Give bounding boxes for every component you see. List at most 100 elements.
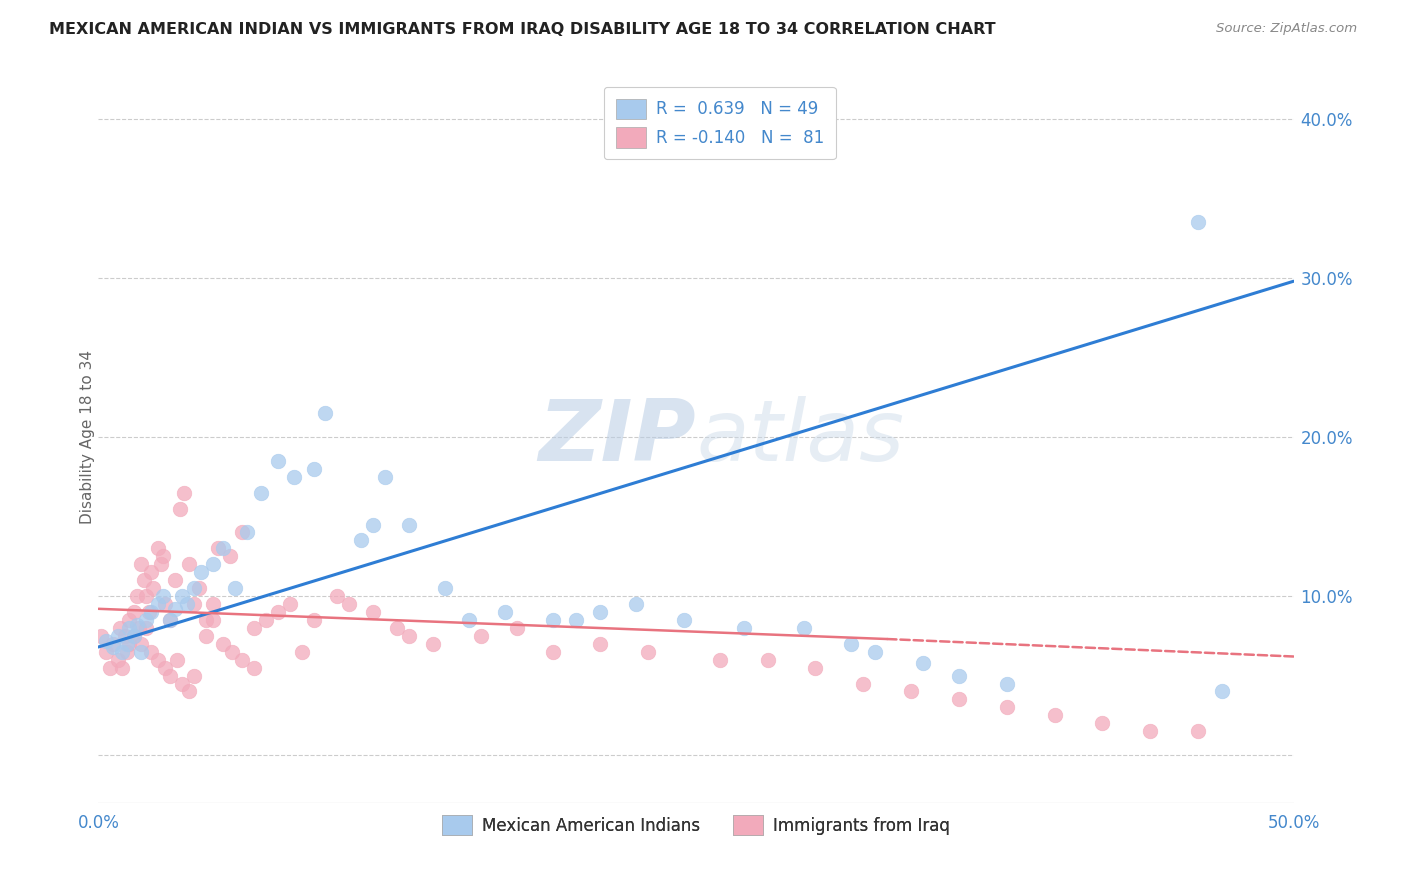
Point: [101, 640, 124, 654]
Point: [111, 660, 134, 674]
Point: [142, 581, 165, 595]
Point: [135, 621, 157, 635]
Legend: Mexican American Indians, Immigrants from Iraq: Mexican American Indians, Immigrants fro…: [434, 808, 957, 842]
Point: [135, 613, 157, 627]
Point: [283, 470, 305, 484]
Point: [211, 541, 233, 556]
Point: [124, 629, 146, 643]
Point: [1187, 215, 1209, 229]
Point: [211, 637, 233, 651]
Point: [139, 566, 162, 580]
Point: [948, 668, 970, 682]
Point: [163, 573, 186, 587]
Point: [804, 660, 827, 674]
Point: [1187, 724, 1209, 739]
Point: [709, 653, 731, 667]
Point: [326, 589, 349, 603]
Point: [494, 605, 516, 619]
Point: [139, 645, 162, 659]
Point: [626, 597, 648, 611]
Point: [458, 613, 481, 627]
Point: [911, 656, 934, 670]
Point: [135, 589, 157, 603]
Point: [159, 613, 181, 627]
Point: [865, 645, 887, 659]
Point: [350, 533, 373, 548]
Point: [637, 645, 659, 659]
Point: [900, 684, 922, 698]
Point: [202, 613, 225, 627]
Point: [673, 613, 696, 627]
Point: [111, 645, 134, 659]
Point: [187, 581, 209, 595]
Point: [243, 621, 266, 635]
Point: [125, 589, 148, 603]
Point: [1091, 716, 1114, 731]
Point: [108, 621, 131, 635]
Point: [115, 645, 138, 659]
Point: [94, 645, 117, 659]
Point: [114, 629, 136, 643]
Point: [363, 605, 385, 619]
Point: [183, 597, 205, 611]
Point: [267, 454, 290, 468]
Point: [195, 613, 218, 627]
Point: [90, 629, 112, 643]
Point: [589, 637, 612, 651]
Point: [202, 558, 225, 572]
Point: [195, 629, 218, 643]
Point: [148, 597, 170, 611]
Point: [202, 597, 225, 611]
Point: [221, 645, 243, 659]
Point: [339, 597, 361, 611]
Point: [565, 613, 588, 627]
Point: [190, 566, 212, 580]
Point: [541, 613, 564, 627]
Point: [131, 645, 153, 659]
Point: [793, 621, 815, 635]
Point: [118, 621, 141, 635]
Point: [148, 541, 170, 556]
Text: ZIP: ZIP: [538, 395, 696, 479]
Y-axis label: Disability Age 18 to 34: Disability Age 18 to 34: [80, 350, 94, 524]
Point: [315, 406, 337, 420]
Point: [841, 637, 863, 651]
Point: [224, 581, 246, 595]
Point: [852, 676, 875, 690]
Text: Source: ZipAtlas.com: Source: ZipAtlas.com: [1216, 22, 1357, 36]
Point: [422, 637, 444, 651]
Point: [231, 525, 253, 540]
Point: [219, 549, 242, 564]
Point: [155, 660, 177, 674]
Point: [115, 637, 138, 651]
Point: [235, 525, 257, 540]
Point: [207, 541, 229, 556]
Point: [152, 589, 174, 603]
Point: [250, 485, 273, 500]
Point: [173, 485, 195, 500]
Point: [1139, 724, 1161, 739]
Point: [434, 581, 457, 595]
Point: [163, 602, 186, 616]
Point: [291, 645, 314, 659]
Point: [149, 558, 172, 572]
Point: [302, 462, 325, 476]
Point: [128, 621, 150, 635]
Point: [302, 613, 325, 627]
Text: atlas: atlas: [696, 395, 904, 479]
Point: [231, 653, 253, 667]
Point: [98, 660, 122, 674]
Point: [166, 653, 188, 667]
Point: [124, 605, 146, 619]
Point: [159, 668, 181, 682]
Point: [374, 470, 396, 484]
Point: [125, 617, 148, 632]
Point: [278, 597, 301, 611]
Point: [398, 629, 420, 643]
Point: [948, 692, 970, 706]
Point: [107, 629, 129, 643]
Point: [506, 621, 529, 635]
Point: [139, 605, 162, 619]
Point: [169, 501, 191, 516]
Point: [995, 676, 1018, 690]
